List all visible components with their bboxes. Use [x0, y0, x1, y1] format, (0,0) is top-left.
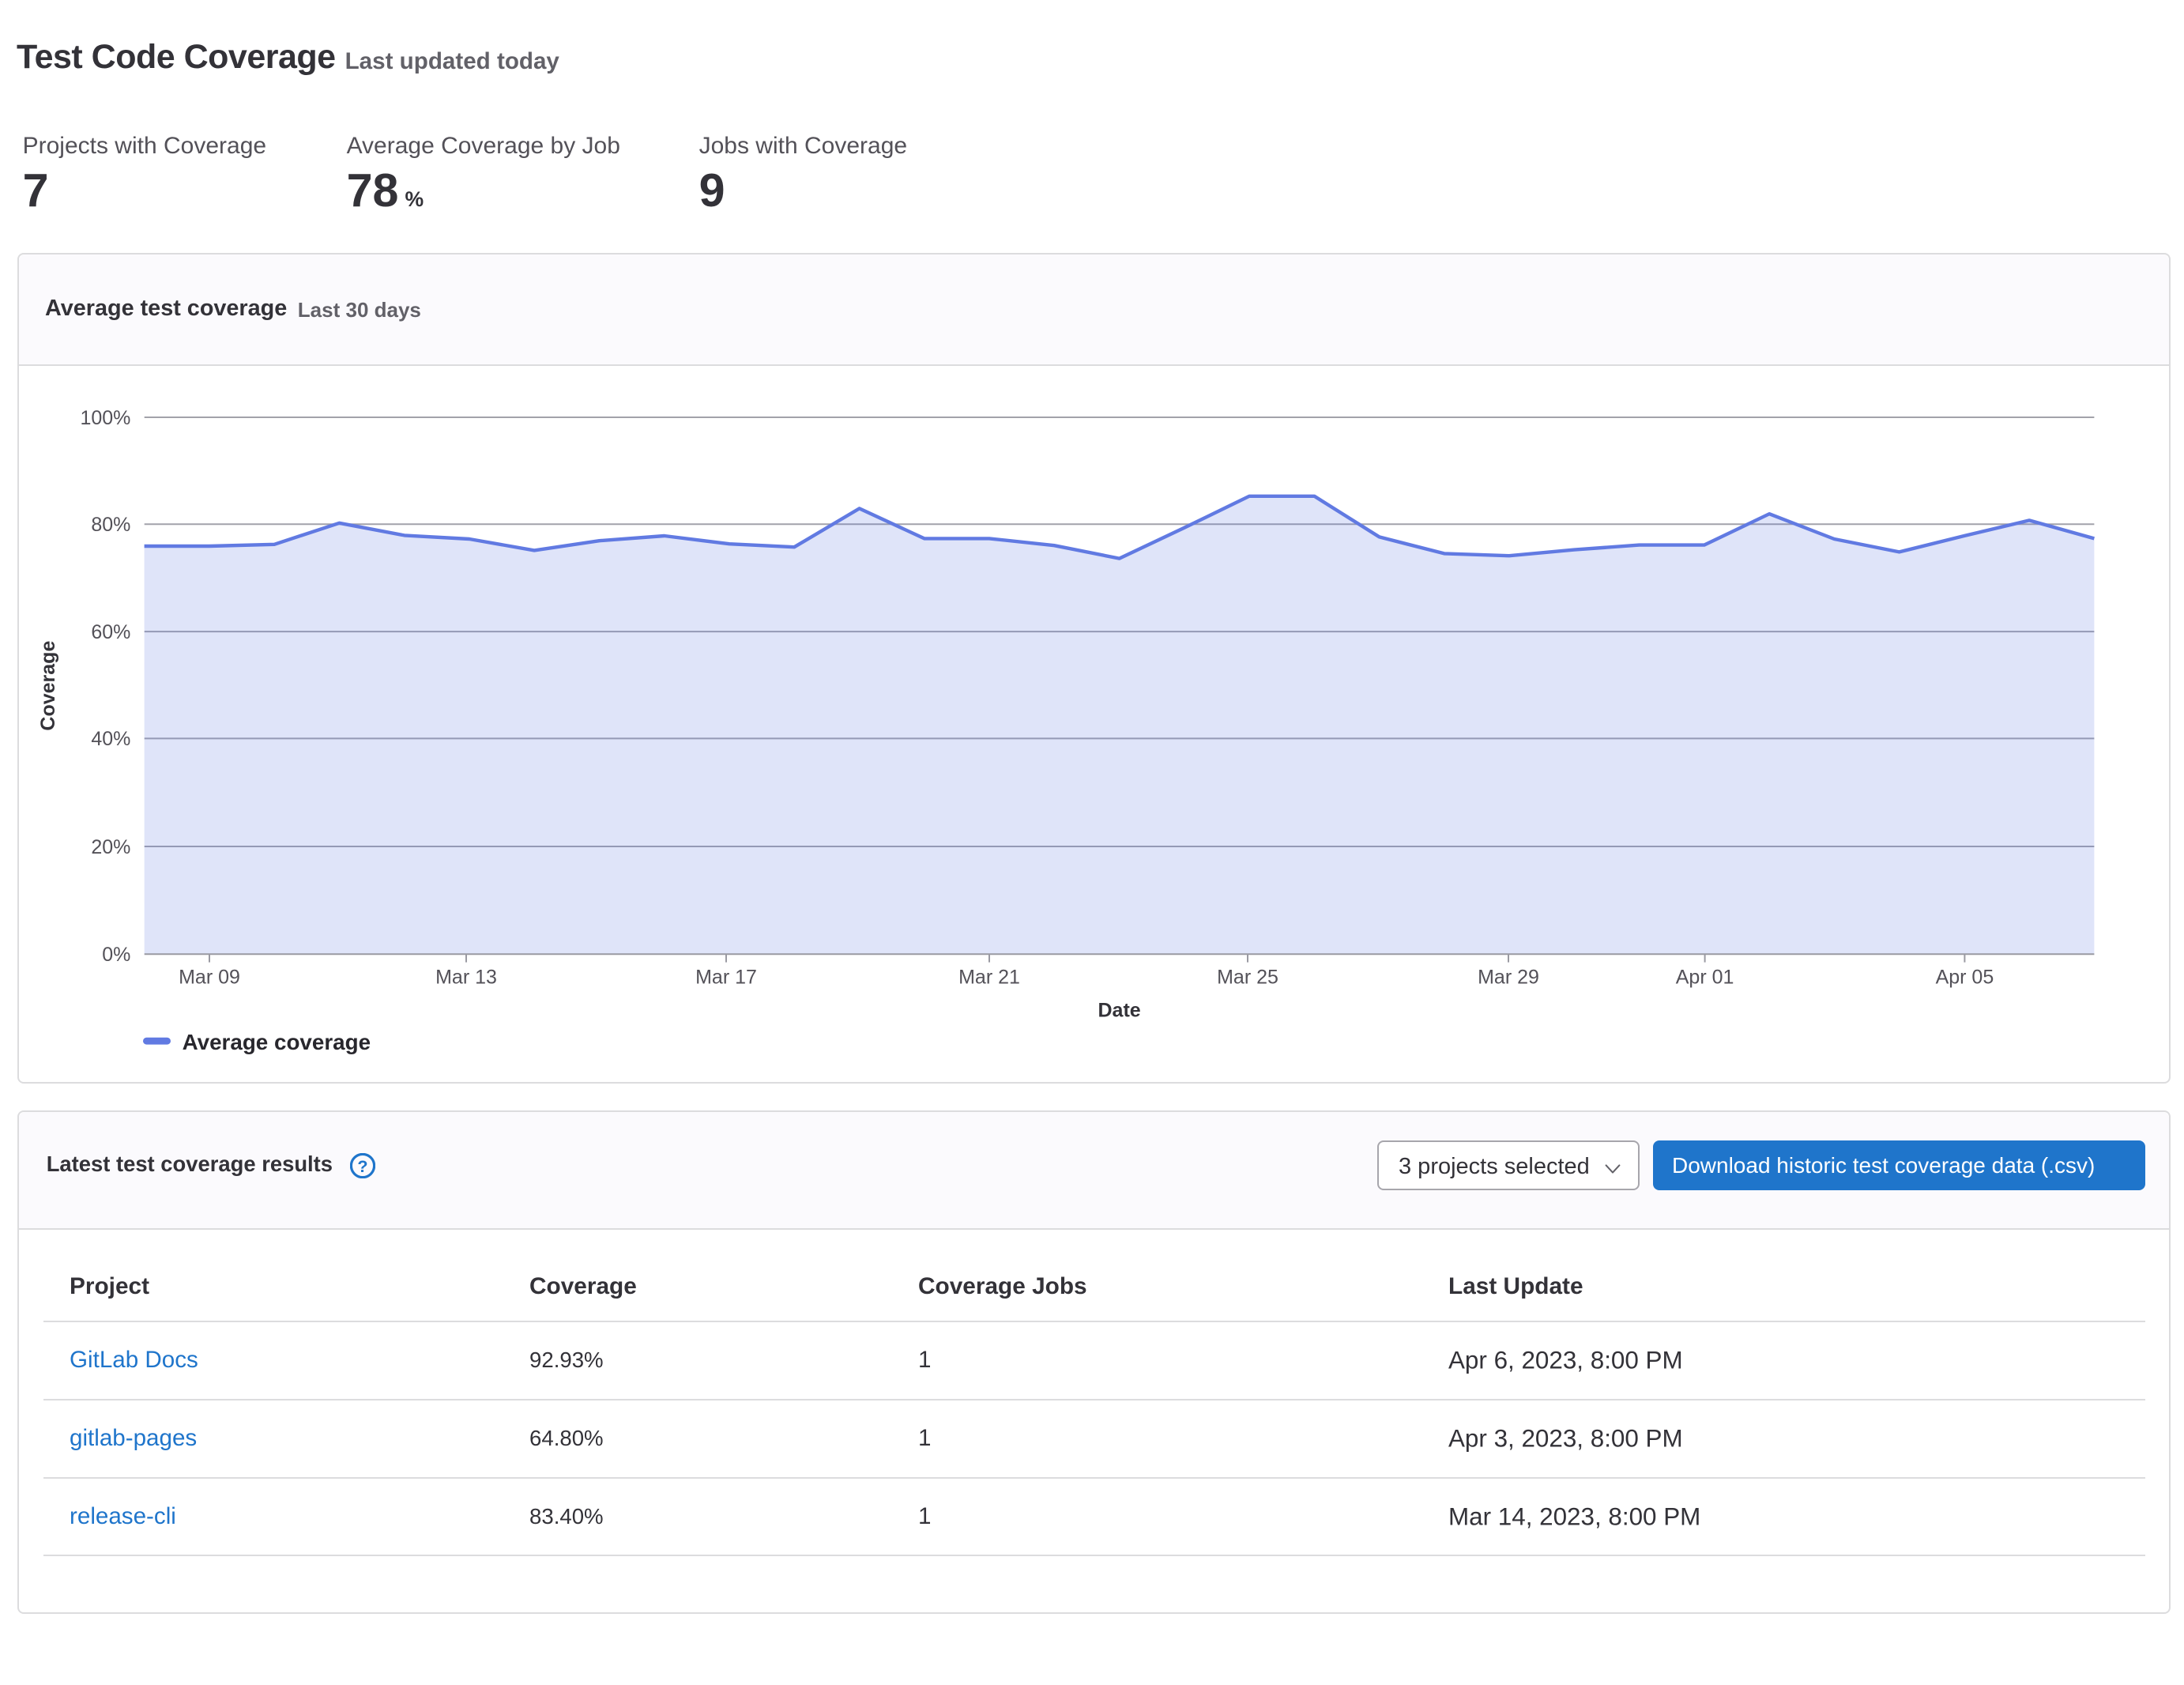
svg-text:?: ?	[357, 1156, 367, 1176]
